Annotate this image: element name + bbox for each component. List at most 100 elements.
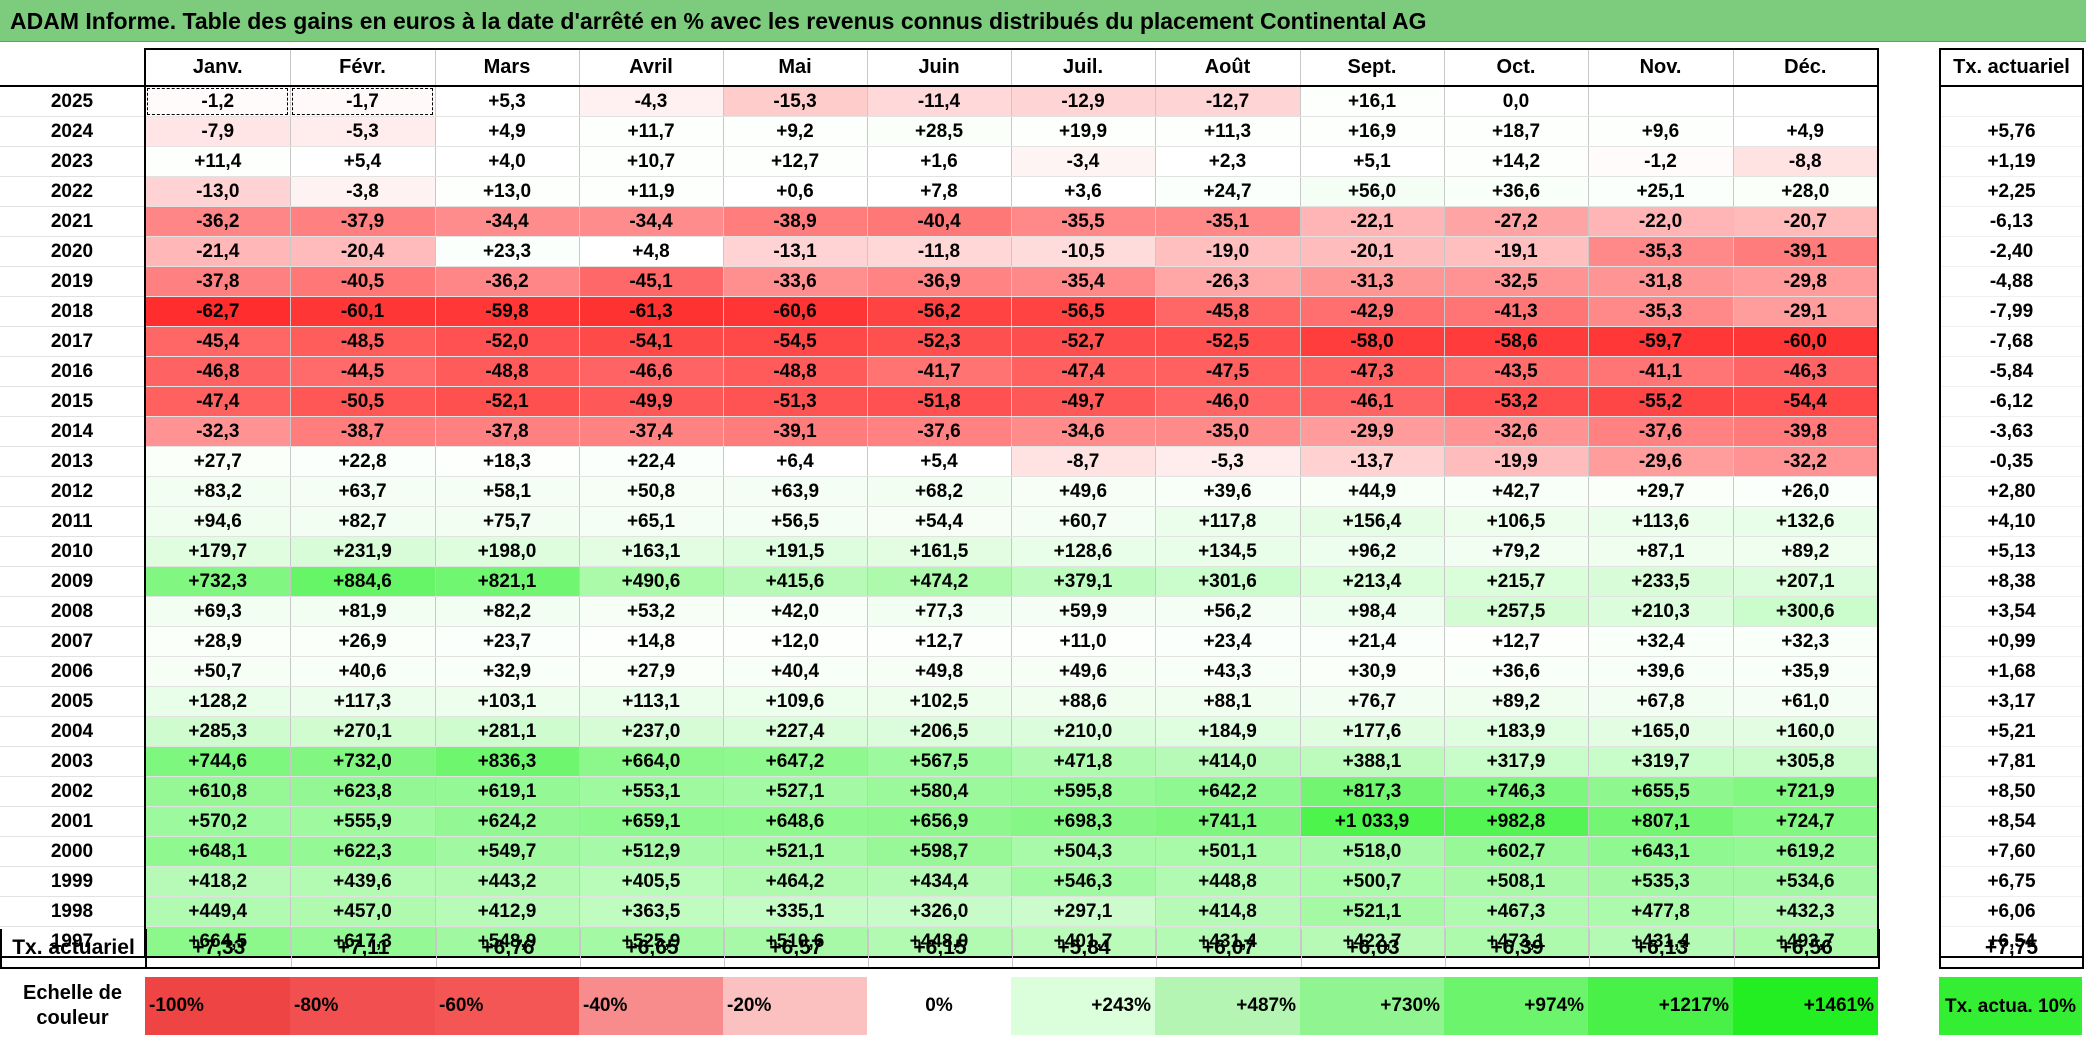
value-cell[interactable]: -29,8 <box>1733 266 1879 297</box>
value-cell[interactable]: +128,2 <box>145 686 291 717</box>
value-cell[interactable]: +285,3 <box>145 716 291 747</box>
value-cell[interactable]: +32,4 <box>1588 626 1734 657</box>
value-cell[interactable]: -59,7 <box>1588 326 1734 357</box>
value-cell[interactable]: +412,9 <box>435 896 580 927</box>
value-cell[interactable]: -38,9 <box>723 206 868 237</box>
value-cell[interactable]: +5,4 <box>867 446 1012 477</box>
value-cell[interactable]: -36,2 <box>145 206 291 237</box>
value-cell[interactable]: -37,6 <box>867 416 1012 447</box>
value-cell[interactable]: -52,3 <box>867 326 1012 357</box>
value-cell[interactable]: +270,1 <box>290 716 436 747</box>
value-cell[interactable]: +28,9 <box>145 626 291 657</box>
value-cell[interactable]: -45,8 <box>1155 296 1301 327</box>
value-cell[interactable]: -46,1 <box>1300 386 1445 417</box>
value-cell[interactable]: -49,9 <box>579 386 724 417</box>
value-cell[interactable]: -35,1 <box>1155 206 1301 237</box>
value-cell[interactable]: -26,3 <box>1155 266 1301 297</box>
value-cell[interactable]: -56,5 <box>1011 296 1156 327</box>
value-cell[interactable]: +9,6 <box>1588 116 1734 147</box>
value-cell[interactable]: +553,1 <box>579 776 724 807</box>
value-cell[interactable]: +504,3 <box>1011 836 1156 867</box>
value-cell[interactable]: +94,6 <box>145 506 291 537</box>
value-cell[interactable]: +56,0 <box>1300 176 1445 207</box>
value-cell[interactable]: +643,1 <box>1588 836 1734 867</box>
value-cell[interactable]: +128,6 <box>1011 536 1156 567</box>
value-cell[interactable]: +546,3 <box>1011 866 1156 897</box>
value-cell[interactable]: +32,3 <box>1733 626 1879 657</box>
value-cell[interactable]: -40,5 <box>290 266 436 297</box>
value-cell[interactable]: +14,8 <box>579 626 724 657</box>
value-cell[interactable]: +0,6 <box>723 176 868 207</box>
value-cell[interactable]: +19,9 <box>1011 116 1156 147</box>
value-cell[interactable]: -35,3 <box>1588 296 1734 327</box>
value-cell[interactable]: +518,0 <box>1300 836 1445 867</box>
value-cell[interactable]: +471,8 <box>1011 746 1156 777</box>
value-cell[interactable]: +1,6 <box>867 146 1012 177</box>
value-cell[interactable]: +53,2 <box>579 596 724 627</box>
value-cell[interactable]: +11,0 <box>1011 626 1156 657</box>
value-cell[interactable]: +3,6 <box>1011 176 1156 207</box>
value-cell[interactable]: +464,2 <box>723 866 868 897</box>
value-cell[interactable]: +24,7 <box>1155 176 1301 207</box>
value-cell[interactable]: +23,3 <box>435 236 580 267</box>
value-cell[interactable]: -31,3 <box>1300 266 1445 297</box>
value-cell[interactable]: +319,7 <box>1588 746 1734 777</box>
value-cell[interactable]: +647,2 <box>723 746 868 777</box>
value-cell[interactable]: -56,2 <box>867 296 1012 327</box>
value-cell[interactable]: +501,1 <box>1155 836 1301 867</box>
value-cell[interactable]: +27,7 <box>145 446 291 477</box>
value-cell[interactable]: +39,6 <box>1155 476 1301 507</box>
value-cell[interactable]: -3,4 <box>1011 146 1156 177</box>
value-cell[interactable]: +598,7 <box>867 836 1012 867</box>
value-cell[interactable]: 0,0 <box>1444 86 1589 117</box>
value-cell[interactable]: +4,0 <box>435 146 580 177</box>
value-cell[interactable]: +549,7 <box>435 836 580 867</box>
value-cell[interactable]: -42,9 <box>1300 296 1445 327</box>
value-cell[interactable]: -60,6 <box>723 296 868 327</box>
value-cell[interactable]: +22,8 <box>290 446 436 477</box>
value-cell[interactable]: -41,7 <box>867 356 1012 387</box>
value-cell[interactable]: -1,2 <box>1588 146 1734 177</box>
value-cell[interactable]: +418,2 <box>145 866 291 897</box>
value-cell[interactable]: +5,4 <box>290 146 436 177</box>
value-cell[interactable]: +56,2 <box>1155 596 1301 627</box>
value-cell[interactable]: -31,8 <box>1588 266 1734 297</box>
value-cell[interactable]: -47,4 <box>145 386 291 417</box>
value-cell[interactable]: +477,8 <box>1588 896 1734 927</box>
value-cell[interactable]: -29,1 <box>1733 296 1879 327</box>
value-cell[interactable]: +301,6 <box>1155 566 1301 597</box>
value-cell[interactable]: -5,3 <box>1155 446 1301 477</box>
value-cell[interactable]: +68,2 <box>867 476 1012 507</box>
value-cell[interactable]: +443,2 <box>435 866 580 897</box>
value-cell[interactable]: +54,4 <box>867 506 1012 537</box>
value-cell[interactable]: -4,3 <box>579 86 724 117</box>
value-cell[interactable]: -40,4 <box>867 206 1012 237</box>
value-cell[interactable]: +821,1 <box>435 566 580 597</box>
value-cell[interactable]: +7,8 <box>867 176 1012 207</box>
value-cell[interactable]: +982,8 <box>1444 806 1589 837</box>
value-cell[interactable]: -29,6 <box>1588 446 1734 477</box>
value-cell[interactable]: +28,0 <box>1733 176 1879 207</box>
value-cell[interactable]: +233,5 <box>1588 566 1734 597</box>
value-cell[interactable]: +156,4 <box>1300 506 1445 537</box>
value-cell[interactable]: +817,3 <box>1300 776 1445 807</box>
value-cell[interactable]: +610,8 <box>145 776 291 807</box>
value-cell[interactable]: -48,8 <box>435 356 580 387</box>
value-cell[interactable]: +25,1 <box>1588 176 1734 207</box>
value-cell[interactable]: +836,3 <box>435 746 580 777</box>
value-cell[interactable]: -39,1 <box>723 416 868 447</box>
value-cell[interactable]: +16,9 <box>1300 116 1445 147</box>
value-cell[interactable]: +297,1 <box>1011 896 1156 927</box>
value-cell[interactable]: -55,2 <box>1588 386 1734 417</box>
value-cell[interactable]: +40,6 <box>290 656 436 687</box>
value-cell[interactable]: +10,7 <box>579 146 724 177</box>
value-cell[interactable]: +184,9 <box>1155 716 1301 747</box>
value-cell[interactable]: -60,0 <box>1733 326 1879 357</box>
value-cell[interactable]: +379,1 <box>1011 566 1156 597</box>
value-cell[interactable]: -61,3 <box>579 296 724 327</box>
value-cell[interactable]: -44,5 <box>290 356 436 387</box>
value-cell[interactable]: +11,7 <box>579 116 724 147</box>
value-cell[interactable]: +732,0 <box>290 746 436 777</box>
value-cell[interactable]: +305,8 <box>1733 746 1879 777</box>
value-cell[interactable]: +659,1 <box>579 806 724 837</box>
